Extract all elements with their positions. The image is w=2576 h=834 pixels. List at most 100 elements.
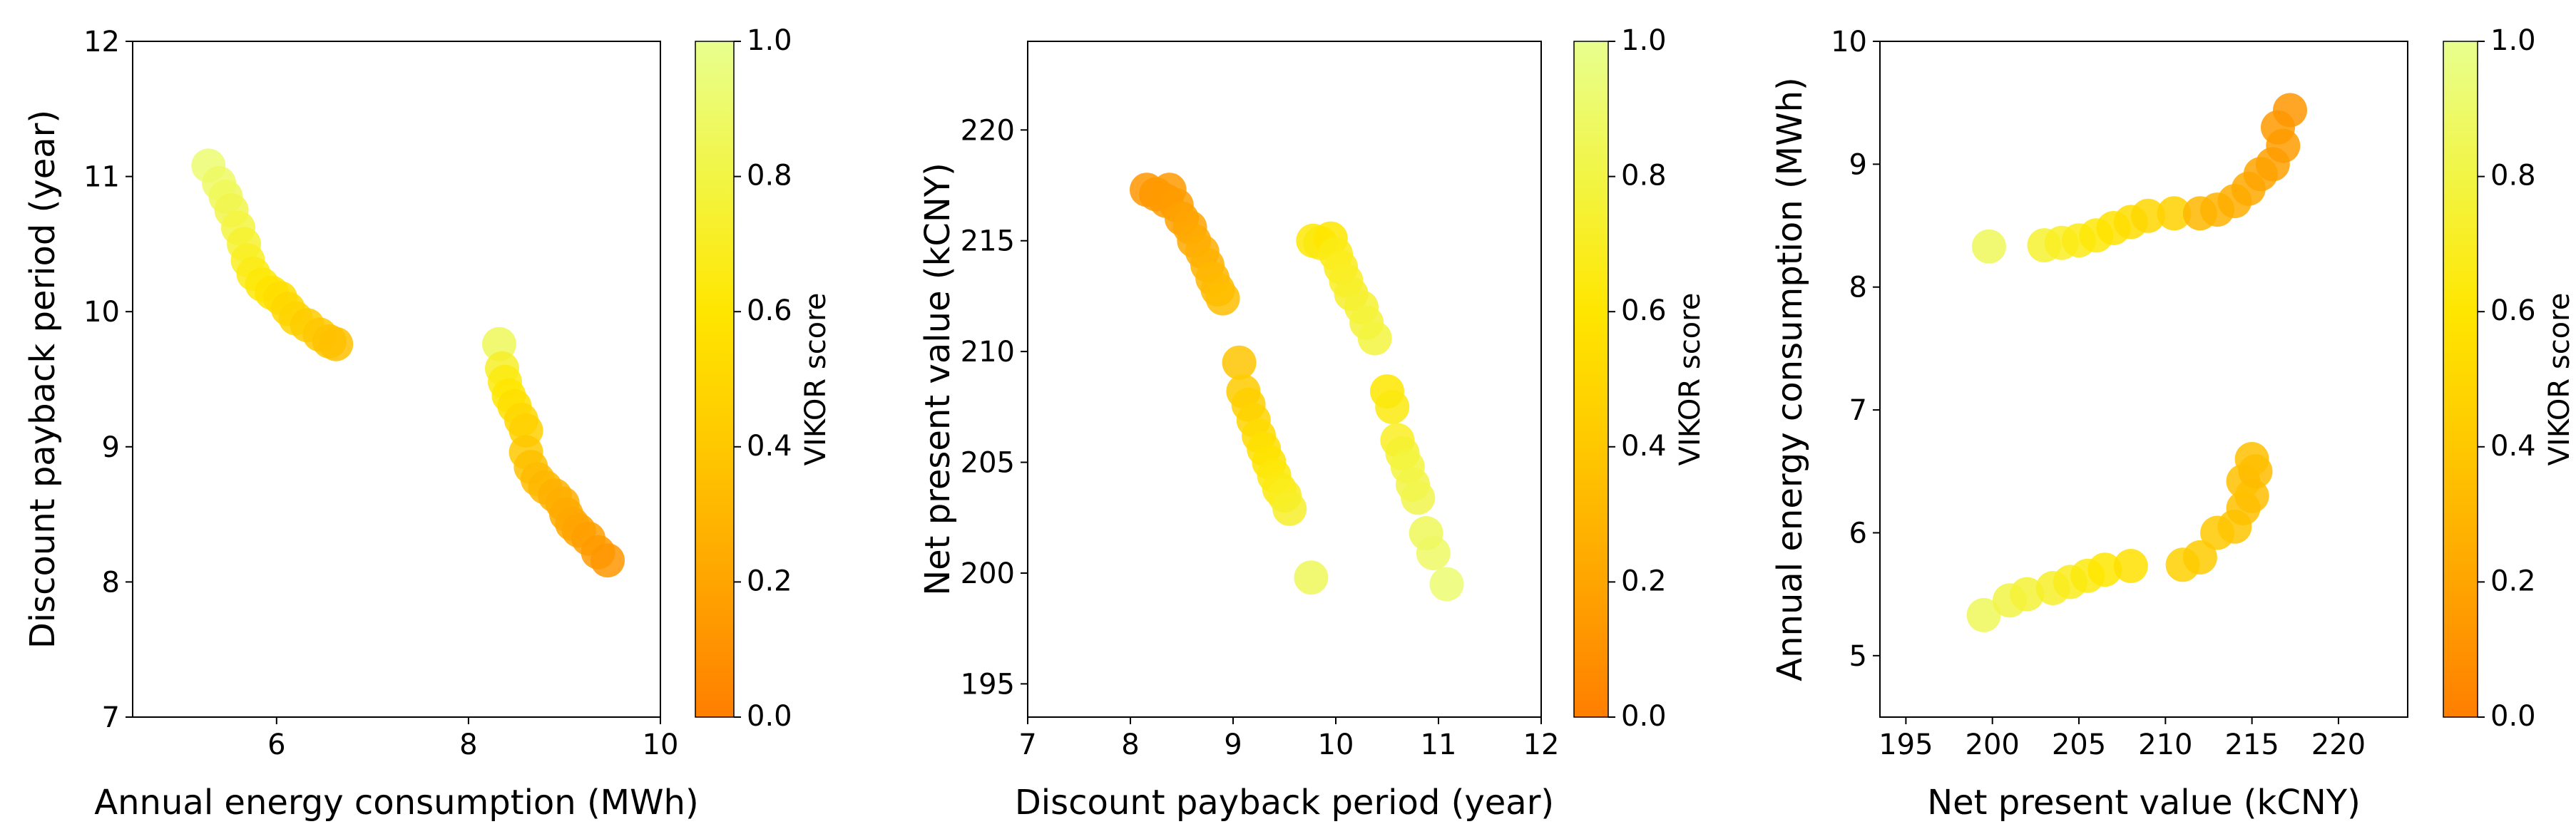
x-tick-label: 11 — [1421, 729, 1457, 761]
colorbar-tick-label: 1.0 — [2490, 24, 2536, 57]
x-ticks-2: 7 8 9 10 11 12 — [1018, 717, 1559, 761]
colorbar-tick-label: 0.6 — [2490, 294, 2536, 327]
scatter-points-3 — [1966, 93, 2307, 632]
data-point — [1222, 345, 1257, 380]
colorbar-ticks-3: 0.0 0.2 0.4 0.6 0.8 1.0 — [2478, 24, 2536, 733]
x-axis-label-3: Net present value (kCNY) — [1927, 783, 2361, 823]
colorbar-ticks-1: 0.0 0.2 0.4 0.6 0.8 1.0 — [734, 24, 792, 733]
y-tick-label: 12 — [83, 26, 120, 58]
y-ticks-3: 5 6 7 8 9 10 — [1831, 26, 1880, 673]
y-tick-label: 10 — [83, 296, 120, 329]
x-tick-label: 10 — [1318, 729, 1354, 761]
scatter-points-2 — [1130, 173, 1464, 602]
x-tick-label: 8 — [459, 729, 477, 761]
colorbar-3 — [2443, 41, 2478, 718]
data-point — [2010, 577, 2045, 612]
x-ticks-1: 6 8 10 — [267, 717, 678, 761]
data-point — [2182, 540, 2217, 575]
plot-frame-2 — [1027, 41, 1542, 718]
colorbar-label-1: VIKOR score — [799, 293, 832, 466]
y-tick-label: 200 — [961, 557, 1015, 590]
y-tick-label: 9 — [102, 431, 120, 464]
data-point — [319, 326, 354, 361]
y-tick-label: 7 — [102, 701, 120, 734]
y-tick-label: 8 — [1849, 272, 1867, 304]
data-point — [1416, 536, 1451, 570]
x-ticks-3: 195 200 205 210 215 220 — [1879, 717, 2366, 761]
y-tick-label: 7 — [1849, 394, 1867, 427]
y-axis-label-2: Net present value (kCNY) — [918, 163, 958, 596]
x-tick-label: 200 — [1966, 729, 2020, 761]
data-point — [2131, 198, 2166, 233]
panel-2: 7 8 9 10 11 12 195 200 205 210 215 220 Discount pa… — [918, 24, 1707, 823]
x-tick-label: 8 — [1121, 729, 1139, 761]
x-tick-label: 210 — [2138, 729, 2192, 761]
data-point — [2087, 552, 2122, 587]
x-axis-label-2: Discount payback period (year) — [1015, 783, 1554, 823]
data-point — [2273, 93, 2307, 128]
x-tick-label: 220 — [2311, 729, 2366, 761]
colorbar-tick-label: 0.0 — [2490, 700, 2536, 733]
panel-3: 195 200 205 210 215 220 5 6 7 8 9 10 Net present v… — [1770, 24, 2576, 823]
x-tick-label: 12 — [1523, 729, 1560, 761]
y-tick-label: 205 — [961, 447, 1015, 480]
colorbar-tick-label: 0.8 — [747, 160, 792, 192]
x-axis-label-1: Annual energy consumption (MWh) — [94, 783, 698, 823]
x-tick-label: 6 — [267, 729, 285, 761]
data-point — [1375, 389, 1410, 424]
y-tick-label: 215 — [961, 225, 1015, 258]
y-tick-label: 6 — [1849, 517, 1867, 550]
colorbar-tick-label: 0.2 — [747, 565, 792, 597]
data-point — [2113, 549, 2148, 583]
colorbar-tick-label: 0.4 — [2490, 430, 2536, 463]
data-point — [591, 543, 625, 578]
plot-frame-3 — [1879, 41, 2408, 718]
colorbar-tick-label: 0.6 — [747, 294, 792, 327]
y-ticks-2: 195 200 205 210 215 220 — [961, 114, 1028, 701]
x-tick-label: 205 — [2052, 729, 2106, 761]
plot-frame-1 — [132, 41, 661, 718]
colorbar-1 — [695, 41, 735, 718]
data-point — [1357, 321, 1392, 356]
y-tick-label: 8 — [102, 566, 120, 599]
y-tick-label: 9 — [1849, 148, 1867, 181]
colorbar-tick-label: 0.6 — [1621, 294, 1667, 327]
y-tick-label: 195 — [961, 668, 1015, 701]
y-axis-label-1: Discount payback period (year) — [23, 110, 63, 649]
data-point — [1966, 597, 2001, 632]
colorbar-tick-label: 0.4 — [747, 430, 792, 463]
colorbar-tick-label: 0.0 — [1621, 700, 1667, 733]
colorbar-tick-label: 0.0 — [747, 700, 792, 733]
colorbar-tick-label: 0.2 — [2490, 565, 2536, 597]
data-point — [1294, 560, 1329, 595]
y-tick-label: 210 — [961, 336, 1015, 369]
y-tick-label: 5 — [1849, 640, 1867, 673]
colorbar-tick-label: 0.2 — [1621, 565, 1667, 597]
y-tick-label: 11 — [83, 161, 120, 194]
x-tick-label: 7 — [1018, 729, 1036, 761]
colorbar-tick-label: 0.8 — [1621, 160, 1667, 192]
colorbar-tick-label: 1.0 — [1621, 24, 1667, 57]
y-axis-label-3: Annual energy consumption (MWh) — [1770, 77, 1810, 681]
y-ticks-1: 7 8 9 10 11 12 — [83, 26, 133, 734]
scatter-points-1 — [191, 148, 625, 578]
colorbar-label-2: VIKOR score — [1674, 293, 1707, 466]
x-tick-label: 9 — [1224, 729, 1242, 761]
data-point — [1429, 567, 1464, 602]
data-point — [1971, 229, 2006, 264]
colorbar-tick-label: 0.4 — [1621, 430, 1667, 463]
data-point — [1401, 480, 1436, 515]
data-point — [1272, 491, 1307, 526]
data-point — [2157, 196, 2192, 231]
colorbar-2 — [1573, 41, 1609, 718]
x-tick-label: 195 — [1879, 729, 1933, 761]
data-point — [1205, 281, 1240, 316]
data-point — [2234, 442, 2269, 476]
y-tick-label: 220 — [961, 114, 1015, 147]
x-tick-label: 10 — [643, 729, 679, 761]
panel-1: 6 8 10 7 8 9 10 11 12 Annual energy consumption… — [23, 24, 832, 823]
y-tick-label: 10 — [1831, 26, 1867, 58]
colorbar-tick-label: 0.8 — [2490, 160, 2536, 192]
colorbar-tick-label: 1.0 — [747, 24, 792, 57]
